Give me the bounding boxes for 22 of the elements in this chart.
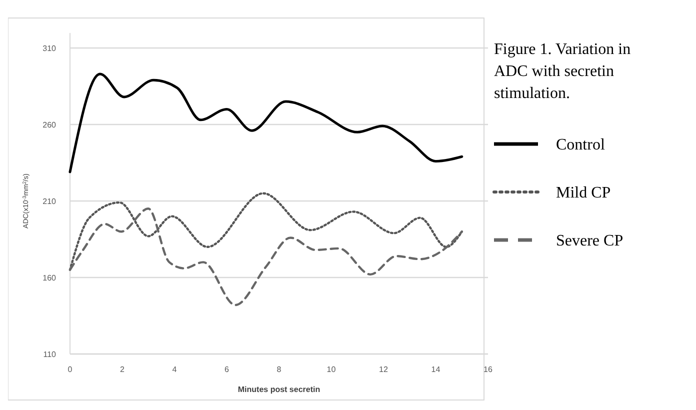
text: Figure 1. Variation in ADC with secretin stimulation. — [494, 41, 631, 102]
y-tick-label: 310 — [42, 44, 57, 53]
x-axis-title: Minutes post secretin — [238, 385, 320, 394]
y-tick-label: 260 — [42, 120, 57, 130]
legend-label: Mild CP — [556, 184, 611, 202]
legend-label: Control — [556, 136, 606, 154]
x-tick-label: 0 — [68, 365, 73, 374]
line-series — [68, 208, 463, 306]
y-tick-label: 110 — [43, 350, 57, 359]
x-tick-label: 14 — [431, 365, 441, 374]
line-series — [68, 72, 464, 174]
x-tick-label: 2 — [120, 365, 126, 374]
y-tick-label: 210 — [42, 196, 57, 206]
line-series — [68, 192, 463, 271]
legend-label: Severe CP — [556, 232, 624, 250]
x-tick-label: 12 — [379, 365, 388, 374]
x-tick-label: 4 — [172, 365, 178, 374]
y-tick-label: 160 — [42, 273, 57, 282]
x-tick-label: 16 — [484, 365, 493, 374]
x-tick-label: 10 — [326, 365, 336, 374]
x-tick-label: 8 — [276, 365, 282, 374]
x-tick-label: 6 — [224, 365, 230, 374]
